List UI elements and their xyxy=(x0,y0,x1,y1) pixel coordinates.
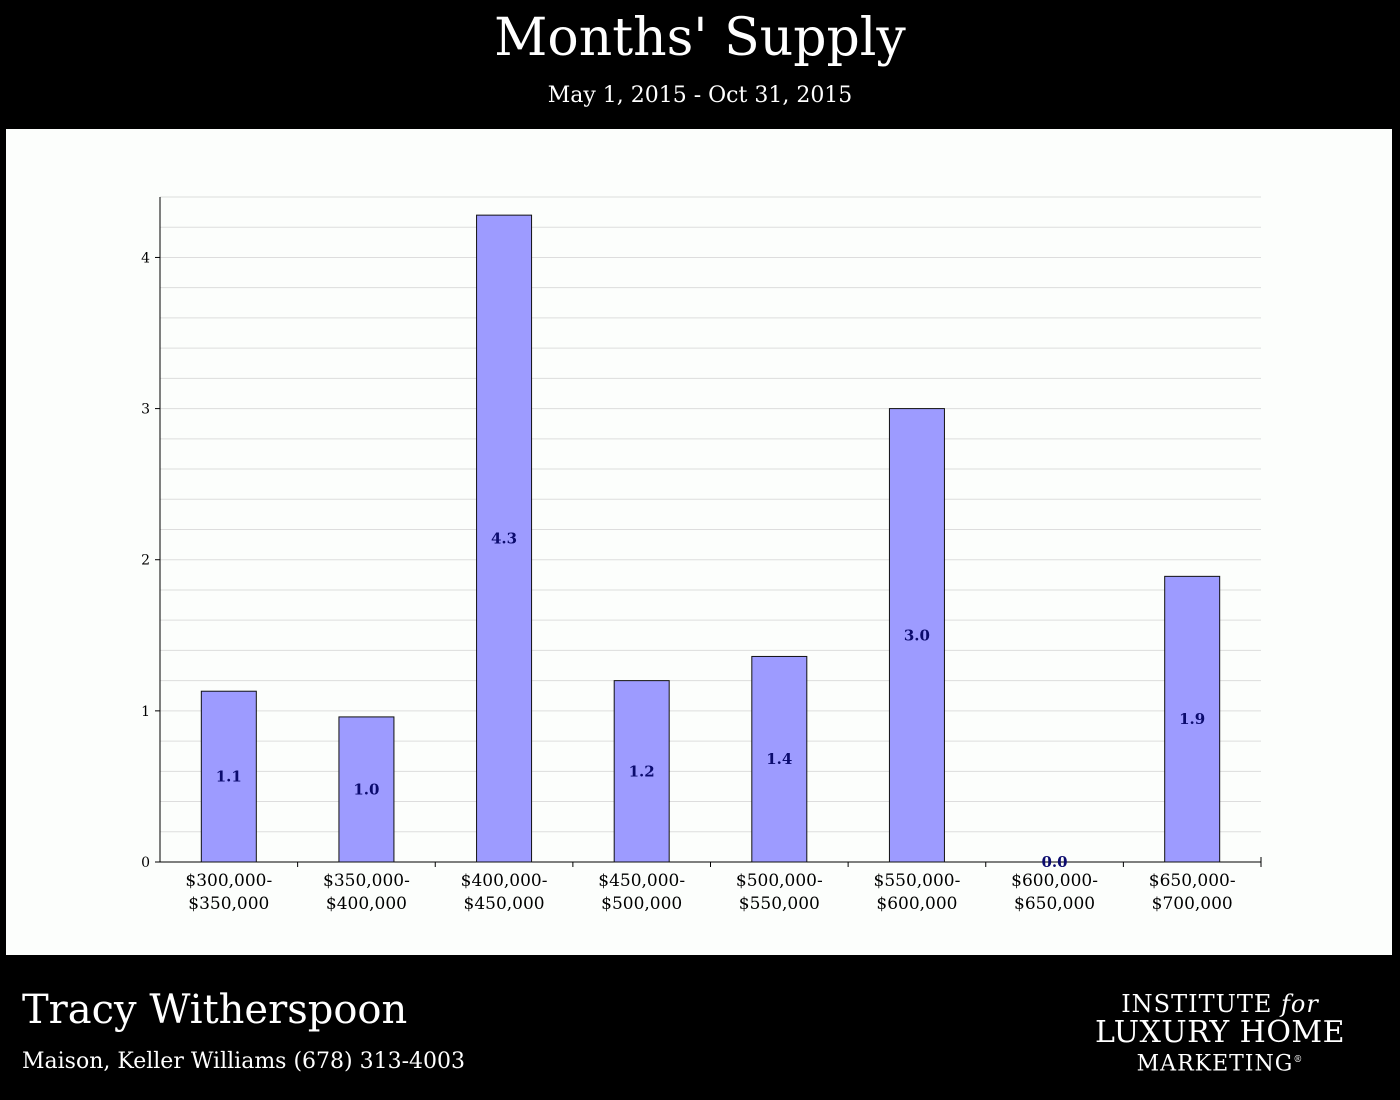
y-tick-label: 1 xyxy=(141,704,150,720)
bar-value-label: 4.3 xyxy=(491,530,517,548)
x-category-label: $650,000 xyxy=(1014,894,1095,914)
bar xyxy=(751,655,808,863)
institute-logo: INSTITUTE for LUXURY HOME MARKETING® xyxy=(1070,990,1370,1076)
x-category-label: $400,000- xyxy=(461,871,548,891)
bar-value-label: 1.1 xyxy=(216,768,242,786)
agent-name: Tracy Witherspoon xyxy=(22,987,408,1033)
chart-title: Months' Supply xyxy=(494,8,906,68)
bar-value-label: 1.9 xyxy=(1179,710,1205,728)
bar-value-label: 1.2 xyxy=(629,762,655,780)
x-category-label: $600,000- xyxy=(1011,871,1098,891)
logo-line-2: LUXURY HOME xyxy=(1094,1015,1346,1050)
x-category-label: $400,000 xyxy=(326,894,407,914)
y-tick-label: 3 xyxy=(141,402,150,418)
y-tick-label: 2 xyxy=(141,553,150,569)
agent-company-phone: Maison, Keller Williams (678) 313-4003 xyxy=(22,1049,466,1074)
y-tick-label: 0 xyxy=(141,855,150,871)
bar-value-label: 1.0 xyxy=(353,780,379,798)
x-category-label: $450,000- xyxy=(598,871,685,891)
logo-line-1: INSTITUTE for xyxy=(1070,990,1370,1018)
x-category-label: $450,000 xyxy=(464,894,545,914)
x-category-label: $500,000 xyxy=(601,894,682,914)
logo-line-3: MARKETING® xyxy=(1070,1048,1370,1076)
x-category-label: $300,000- xyxy=(185,871,272,891)
bar-value-label: 0.0 xyxy=(1042,853,1068,871)
logo-institute: INSTITUTE xyxy=(1121,990,1281,1018)
bar-value-label: 3.0 xyxy=(904,626,930,644)
x-category-label: $600,000 xyxy=(876,894,957,914)
x-category-label: $550,000- xyxy=(874,871,961,891)
bar xyxy=(200,690,257,863)
x-category-label: $350,000- xyxy=(323,871,410,891)
logo-for: for xyxy=(1281,990,1319,1018)
logo-registered-mark: ® xyxy=(1293,1055,1304,1065)
x-category-label: $700,000 xyxy=(1152,894,1233,914)
bar xyxy=(338,716,395,863)
bar xyxy=(888,408,945,863)
chart-panel: 0 1 2 3 4 1.1 $300,000- $350,000 1.0 $350,000- $40… xyxy=(6,129,1392,955)
bar xyxy=(476,214,533,863)
chart-date-range: May 1, 2015 - Oct 31, 2015 xyxy=(547,83,853,108)
logo-marketing: MARKETING xyxy=(1136,1051,1294,1077)
y-tick-label: 4 xyxy=(141,250,150,266)
x-category-label: $550,000 xyxy=(739,894,820,914)
bar-chart: 0 1 2 3 4 1.1 $300,000- $350,000 1.0 $350,000- $40… xyxy=(141,196,1262,914)
bar xyxy=(1164,575,1221,863)
bar xyxy=(613,680,670,863)
x-category-label: $350,000 xyxy=(188,894,269,914)
x-category-label: $500,000- xyxy=(736,871,823,891)
x-category-label: $650,000- xyxy=(1149,871,1236,891)
bar-value-label: 1.4 xyxy=(766,750,792,768)
chart-header: Months' Supply May 1, 2015 - Oct 31, 201… xyxy=(0,0,1400,128)
